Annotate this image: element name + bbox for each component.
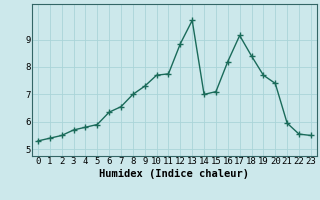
X-axis label: Humidex (Indice chaleur): Humidex (Indice chaleur)	[100, 169, 249, 179]
